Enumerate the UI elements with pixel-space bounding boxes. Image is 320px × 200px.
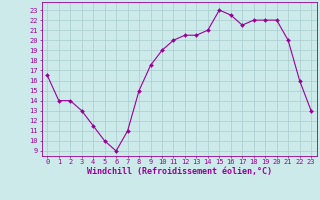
X-axis label: Windchill (Refroidissement éolien,°C): Windchill (Refroidissement éolien,°C) (87, 167, 272, 176)
